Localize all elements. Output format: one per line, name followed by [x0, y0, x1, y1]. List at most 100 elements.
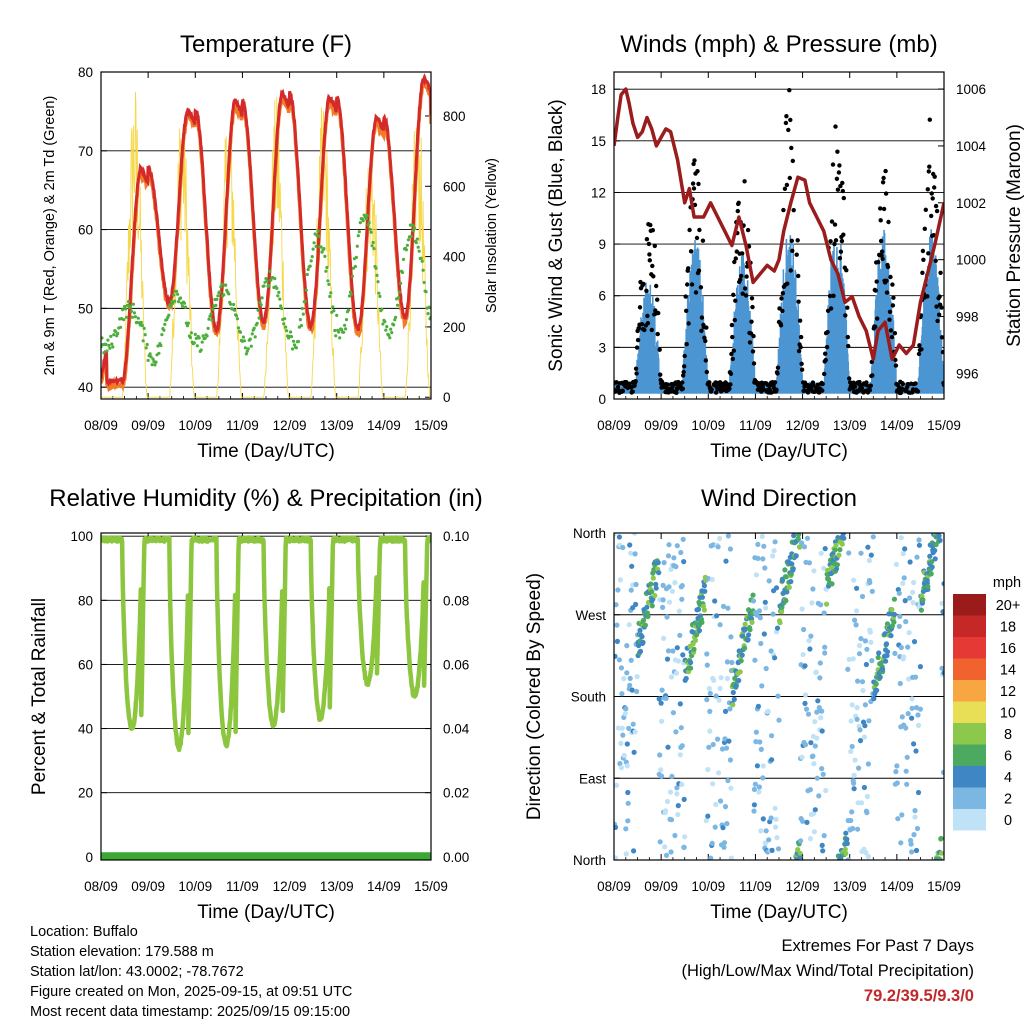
direction-point [614, 824, 619, 830]
dewpoint-point [243, 346, 247, 350]
gust-point [728, 382, 733, 387]
dewpoint-point [234, 314, 239, 318]
dewpoint-point [369, 230, 373, 234]
colorbar-label: 0 [1004, 813, 1012, 829]
gust-point [650, 263, 655, 269]
direction-point [848, 718, 854, 724]
dewpoint-point [172, 293, 176, 297]
direction-point [894, 763, 900, 769]
y-tick-label: 0 [85, 850, 93, 865]
direction-point [706, 685, 712, 692]
gust-point [696, 268, 702, 273]
direction-point [657, 839, 663, 845]
colorbar-label: 10 [1000, 706, 1016, 722]
dewpoint-point [416, 245, 420, 249]
direction-point [877, 674, 883, 680]
direction-point [929, 559, 935, 565]
dewpoint-point [159, 343, 163, 348]
y2-tick-label: 0.02 [443, 786, 469, 801]
direction-point [846, 550, 852, 556]
direction-point [617, 577, 624, 583]
dewpoint-point [392, 323, 396, 327]
y2-tick-label: 600 [443, 179, 466, 194]
direction-point [625, 789, 631, 796]
dewpoint-point [421, 268, 425, 272]
gust-point [930, 196, 935, 201]
direction-point [652, 593, 658, 599]
direction-point [763, 665, 769, 672]
gust-point [665, 382, 671, 387]
colorbar-swatch [953, 809, 986, 831]
direction-point [802, 742, 809, 748]
gust-point [841, 195, 846, 201]
dewpoint-point [252, 326, 256, 330]
dewpoint-point [125, 303, 130, 307]
dewpoint-point [262, 284, 266, 288]
gust-point [774, 387, 779, 392]
direction-point [760, 775, 766, 781]
direction-point [747, 627, 753, 633]
direction-point [724, 659, 731, 665]
gust-point [772, 380, 778, 385]
direction-point [893, 769, 899, 775]
direction-point [663, 695, 669, 702]
x-axis-label: Time (Day/UTC) [710, 902, 848, 923]
direction-point [832, 547, 838, 553]
y2-tick-label: 0 [443, 390, 451, 405]
direction-point [761, 543, 767, 549]
dewpoint-point [156, 344, 160, 348]
direction-point [911, 832, 917, 838]
direction-point [705, 576, 711, 582]
direction-point [726, 738, 732, 744]
direction-point [655, 560, 661, 566]
direction-point [725, 533, 732, 539]
direction-point [900, 551, 906, 557]
gust-point [751, 361, 757, 366]
gust-point [745, 227, 751, 233]
colorbar-swatch [953, 766, 986, 788]
dewpoint-point [104, 342, 108, 347]
colorbar-swatch [953, 594, 986, 616]
direction-point [696, 628, 703, 634]
dewpoint-point [340, 328, 344, 332]
dewpoint-point [291, 339, 296, 343]
direction-point [618, 740, 624, 747]
gust-point [782, 186, 788, 191]
direction-point [843, 830, 849, 836]
gust-point [823, 357, 828, 363]
direction-point [722, 708, 729, 715]
direction-point [782, 567, 788, 573]
gust-point [931, 233, 936, 238]
direction-point [649, 603, 655, 609]
direction-point [861, 784, 868, 791]
dewpoint-point [143, 333, 147, 337]
dewpoint-point [153, 363, 157, 367]
direction-point [628, 550, 634, 556]
dewpoint-point [136, 316, 140, 320]
direction-point [616, 657, 623, 663]
direction-point [899, 812, 905, 818]
direction-point [769, 847, 775, 854]
direction-point [819, 766, 825, 772]
gust-point [795, 238, 800, 243]
dewpoint-point [285, 329, 289, 333]
dewpoint-point [334, 334, 338, 338]
dewpoint-point [265, 279, 269, 283]
direction-point [682, 834, 688, 840]
dewpoint-point [361, 219, 365, 223]
direction-point [854, 705, 860, 711]
plot-frame [100, 532, 432, 861]
direction-point [728, 634, 734, 640]
dewpoint-point [380, 307, 384, 311]
direction-point [883, 658, 889, 664]
dewpoint-point [154, 360, 158, 364]
direction-point [773, 824, 779, 830]
direction-point [909, 705, 915, 711]
direction-point [901, 654, 907, 660]
direction-point [903, 725, 909, 731]
direction-point [940, 609, 944, 615]
direction-point [772, 805, 778, 811]
direction-point [766, 578, 772, 584]
direction-point [640, 639, 646, 646]
direction-point [681, 844, 687, 851]
